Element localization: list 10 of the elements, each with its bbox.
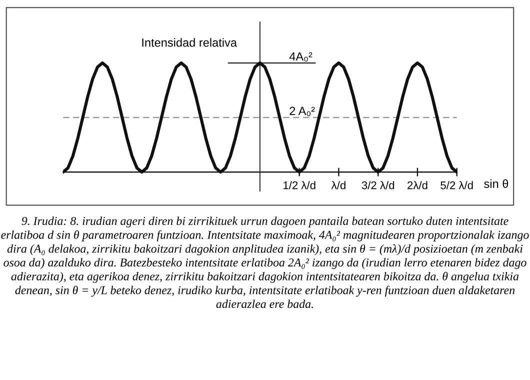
- x-tick-label: λ/d: [331, 181, 346, 190]
- x-tick-label: 2λ/d: [408, 181, 428, 190]
- x-tick-label: 3/2 λ/d: [362, 181, 394, 190]
- y-axis-title: Intensidad relativa: [142, 38, 237, 47]
- x-axis-title: sin θ: [484, 179, 508, 188]
- x-tick-label: 1/2 λ/d: [284, 181, 316, 190]
- y-tick-label: 4A₀²: [289, 52, 312, 62]
- y-tick-label: 2 A₀²: [290, 106, 315, 116]
- text: 9. Irudia: 8. irudian ageri diren bi zirrikituek urrun dagoen pantaila batean sortuko duten intentsitate erlatiboa d sin θ parametroaren funtzioan. Intentsitate maximoak, 4A₀² magnitudearen proportzionalak izango dira (A₀ delakoa, zirrikitu bakoitzari dagokion anplitudea izanik), eta sin θ = (mλ)/d posizioetan (m zenbaki osoa da) azalduko dira. Batezbesteko intentsitate erlatiboa 2A₀² izango da (irudian lerro etenaren bidez dago adierazita), eta agerikoa denez, zirrikitu bakoitzari dagokion intentsitatearen bikoitza da. θ angelua txikia denean, sin θ = y/L beteko denez, irudiko kurba, intentsitate erlatiboak y-ren funtzioan duen aldaketaren adierazlea ere bada.: [1, 216, 529, 308]
- x-tick-label: 5/2 λ/d: [440, 181, 473, 190]
